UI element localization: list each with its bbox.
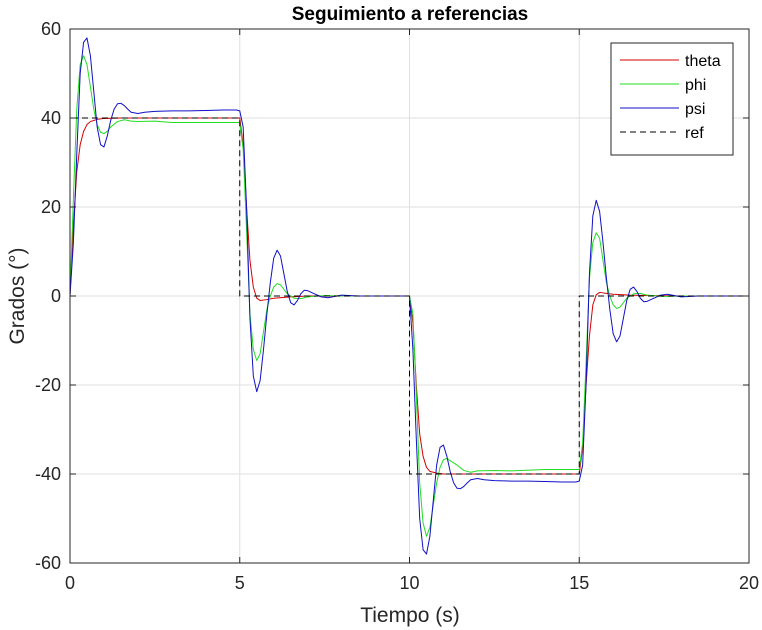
y-axis-label: Grados (°) [6,247,29,344]
y-tick-label: -20 [35,375,61,395]
y-tick-label: 60 [41,19,61,39]
x-tick-label: 15 [569,573,589,593]
series-layer [70,37,749,555]
series-line-ref [70,117,749,475]
legend: theta phi psi ref [610,42,734,156]
legend-label-ref: ref [685,125,704,142]
x-tick-label: 10 [399,573,419,593]
x-axis-ticks: 0 5 10 15 20 [65,29,759,593]
x-axis-label: Tiempo (s) [360,604,460,627]
x-tick-label: 5 [235,573,245,593]
y-tick-label: 20 [41,197,61,217]
legend-label-phi: phi [685,77,706,94]
x-tick-label: 20 [739,573,759,593]
y-tick-label: -40 [35,464,61,484]
x-tick-label: 0 [65,573,75,593]
y-tick-label: -60 [35,553,61,573]
legend-label-psi: psi [685,101,705,118]
y-tick-label: 40 [41,108,61,128]
y-tick-label: 0 [51,286,61,306]
legend-box [610,42,734,156]
chart-title: Seguimiento a referencias [292,4,529,25]
legend-label-theta: theta [685,53,721,70]
y-axis-ticks: -60 -40 -20 0 20 40 60 [35,19,749,573]
